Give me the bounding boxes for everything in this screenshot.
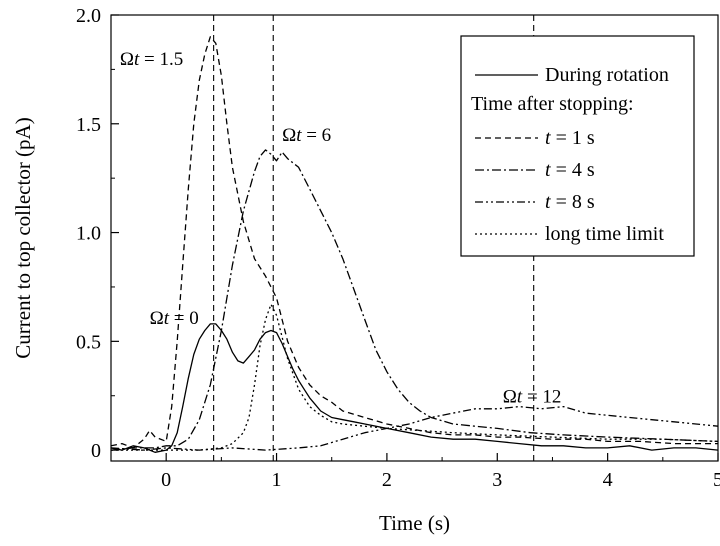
axis-ticks: 0 1 2 3 4 5 0 0.5 1.0 1.5 2.0 — [76, 5, 720, 491]
y-axis-label: Current to top collector (pA) — [11, 117, 35, 358]
x-tick-label-1: 1 — [272, 469, 282, 491]
legend-label-2: t = 4 s — [545, 159, 595, 181]
x-tick-label-0: 0 — [161, 469, 171, 491]
series-layer — [111, 36, 718, 453]
x-tick-label-2: 2 — [382, 469, 392, 491]
y-tick-label-0: 0 — [91, 440, 101, 462]
legend-box — [460, 35, 695, 257]
legend-label-3: t = 8 s — [545, 191, 595, 213]
plot-frame — [110, 14, 719, 462]
legend: Time after stopping: During rotation t = … — [460, 35, 695, 257]
x-tick-label-4: 4 — [603, 469, 613, 491]
x-tick-label-3: 3 — [492, 469, 502, 491]
y-tick-label-1: 0.5 — [76, 331, 101, 353]
x-tick-label-5: 5 — [713, 469, 720, 491]
series-line-2 — [111, 149, 718, 451]
series-line-4 — [111, 303, 718, 451]
annotation-3: Ωt = 12 — [503, 386, 562, 407]
x-axis-label: Time (s) — [379, 511, 450, 535]
legend-label-4: long time limit — [545, 223, 664, 245]
legend-label-0: During rotation — [545, 64, 669, 86]
annotation-2: Ωt = 0 — [150, 308, 199, 329]
series-line-3 — [111, 405, 718, 451]
series-line-1 — [111, 36, 718, 449]
annotations: Ωt = 1.5 Ωt = 6 Ωt = 0 Ωt = 12 — [120, 49, 562, 407]
y-tick-label-2: 1.0 — [76, 223, 101, 245]
y-tick-label-3: 1.5 — [76, 114, 101, 136]
series-line-0 — [111, 323, 718, 453]
annotation-0: Ωt = 1.5 — [120, 49, 183, 70]
legend-header: Time after stopping: — [471, 93, 634, 115]
y-tick-label-4: 2.0 — [76, 5, 101, 27]
annotation-1: Ωt = 6 — [282, 125, 331, 146]
legend-label-1: t = 1 s — [545, 127, 595, 149]
